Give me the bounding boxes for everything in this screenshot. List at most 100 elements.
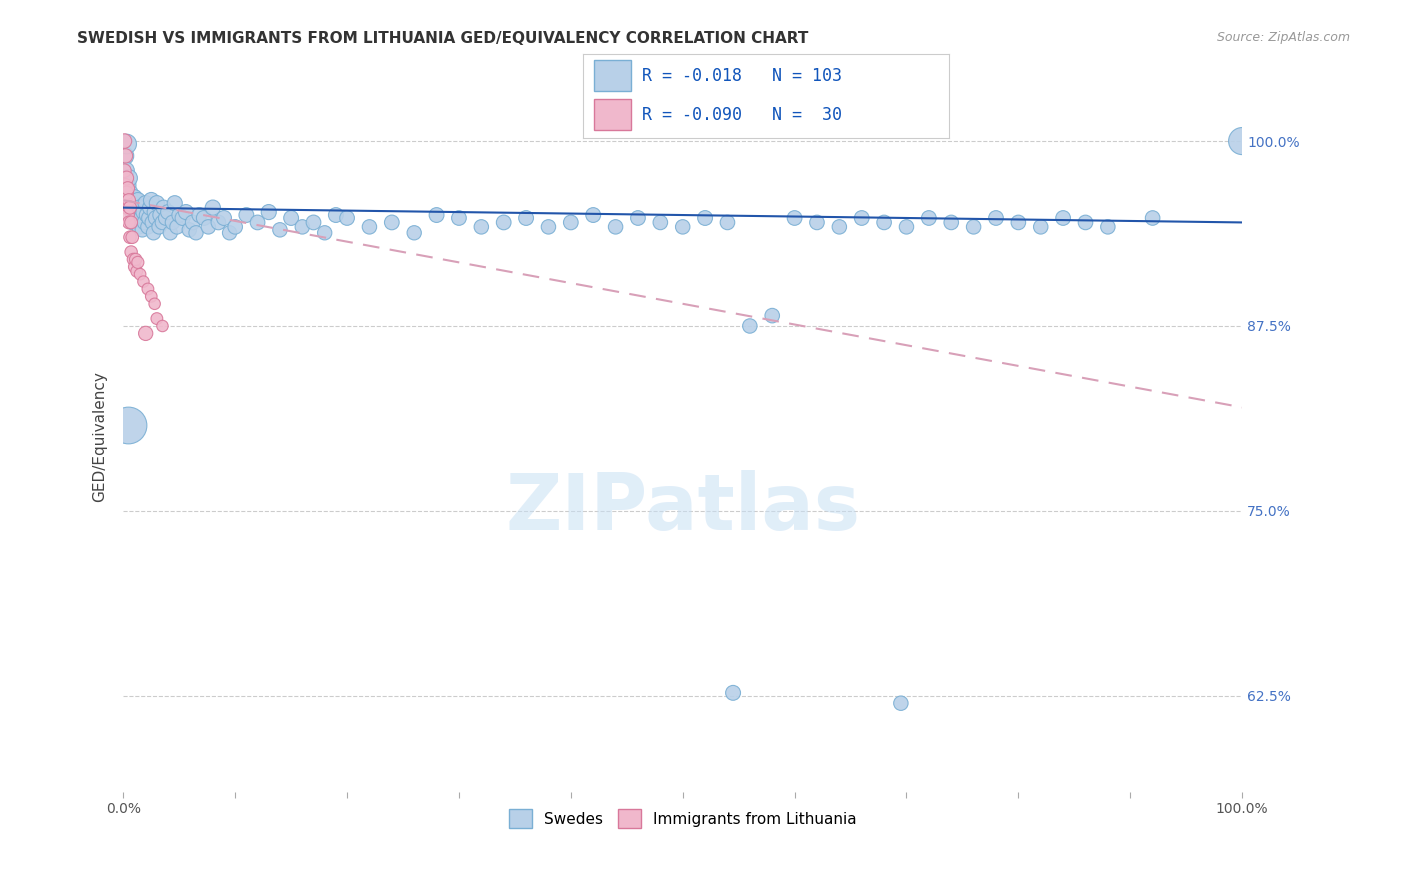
- Point: [1029, 219, 1052, 234]
- Point: [672, 219, 695, 234]
- Point: [146, 311, 169, 326]
- Point: [120, 215, 142, 229]
- Point: [145, 211, 167, 225]
- Point: [114, 193, 136, 207]
- Point: [114, 163, 136, 178]
- Point: [118, 186, 141, 200]
- Point: [851, 211, 873, 225]
- Point: [112, 163, 135, 178]
- Point: [426, 208, 449, 222]
- Point: [890, 696, 912, 710]
- Point: [269, 223, 291, 237]
- Legend: Swedes, Immigrants from Lithuania: Swedes, Immigrants from Lithuania: [502, 803, 863, 834]
- Point: [132, 205, 155, 219]
- Point: [721, 686, 744, 700]
- Point: [962, 219, 984, 234]
- Point: [515, 211, 537, 225]
- Point: [783, 211, 806, 225]
- Point: [197, 219, 219, 234]
- Point: [143, 205, 166, 219]
- Point: [148, 219, 170, 234]
- FancyBboxPatch shape: [595, 99, 631, 130]
- Point: [184, 226, 207, 240]
- Point: [167, 208, 190, 222]
- Point: [181, 215, 204, 229]
- Point: [125, 264, 148, 278]
- Point: [218, 226, 240, 240]
- Point: [127, 255, 149, 269]
- Point: [157, 205, 180, 219]
- Point: [115, 136, 138, 151]
- Point: [118, 193, 141, 207]
- Point: [627, 211, 650, 225]
- Point: [112, 149, 135, 163]
- Point: [1074, 215, 1097, 229]
- Point: [124, 190, 146, 204]
- Point: [115, 201, 138, 215]
- Point: [117, 418, 139, 433]
- Point: [896, 219, 918, 234]
- Point: [129, 267, 152, 281]
- Point: [1097, 219, 1119, 234]
- Point: [142, 226, 165, 240]
- Point: [115, 193, 138, 207]
- Point: [120, 193, 142, 207]
- Point: [121, 205, 143, 219]
- Point: [135, 196, 157, 211]
- Text: SWEDISH VS IMMIGRANTS FROM LITHUANIA GED/EQUIVALENCY CORRELATION CHART: SWEDISH VS IMMIGRANTS FROM LITHUANIA GED…: [77, 31, 808, 46]
- Point: [166, 219, 188, 234]
- Point: [136, 282, 159, 296]
- Text: R = -0.018   N = 103: R = -0.018 N = 103: [643, 67, 842, 85]
- Text: R = -0.090   N =  30: R = -0.090 N = 30: [643, 105, 842, 123]
- Point: [131, 223, 153, 237]
- Point: [127, 193, 149, 207]
- Point: [447, 211, 470, 225]
- Point: [179, 223, 201, 237]
- Point: [291, 219, 314, 234]
- Text: Source: ZipAtlas.com: Source: ZipAtlas.com: [1216, 31, 1350, 45]
- Point: [124, 260, 146, 274]
- Point: [118, 230, 141, 244]
- Point: [114, 178, 136, 193]
- Point: [115, 171, 138, 186]
- Point: [152, 215, 174, 229]
- Point: [1007, 215, 1029, 229]
- Point: [135, 326, 157, 341]
- Point: [122, 252, 145, 267]
- Point: [806, 215, 828, 229]
- Point: [693, 211, 716, 225]
- Point: [141, 193, 163, 207]
- Point: [235, 208, 257, 222]
- Point: [314, 226, 336, 240]
- Point: [141, 289, 163, 303]
- Point: [118, 196, 141, 211]
- Point: [582, 208, 605, 222]
- Point: [149, 208, 172, 222]
- Point: [359, 219, 381, 234]
- Point: [174, 205, 197, 219]
- Point: [207, 215, 229, 229]
- Point: [124, 252, 146, 267]
- Point: [336, 211, 359, 225]
- Point: [134, 215, 156, 229]
- Point: [117, 178, 139, 193]
- Point: [132, 275, 155, 289]
- Point: [212, 211, 235, 225]
- Point: [1052, 211, 1074, 225]
- Point: [188, 208, 211, 222]
- Point: [115, 186, 138, 200]
- Point: [605, 219, 627, 234]
- Point: [172, 211, 194, 225]
- Point: [124, 211, 146, 225]
- Point: [560, 215, 582, 229]
- Point: [121, 215, 143, 229]
- Point: [224, 219, 246, 234]
- Point: [112, 134, 135, 148]
- Point: [129, 201, 152, 215]
- Point: [404, 226, 426, 240]
- Point: [139, 201, 162, 215]
- Point: [492, 215, 515, 229]
- Point: [941, 215, 963, 229]
- Point: [246, 215, 269, 229]
- Point: [120, 245, 142, 260]
